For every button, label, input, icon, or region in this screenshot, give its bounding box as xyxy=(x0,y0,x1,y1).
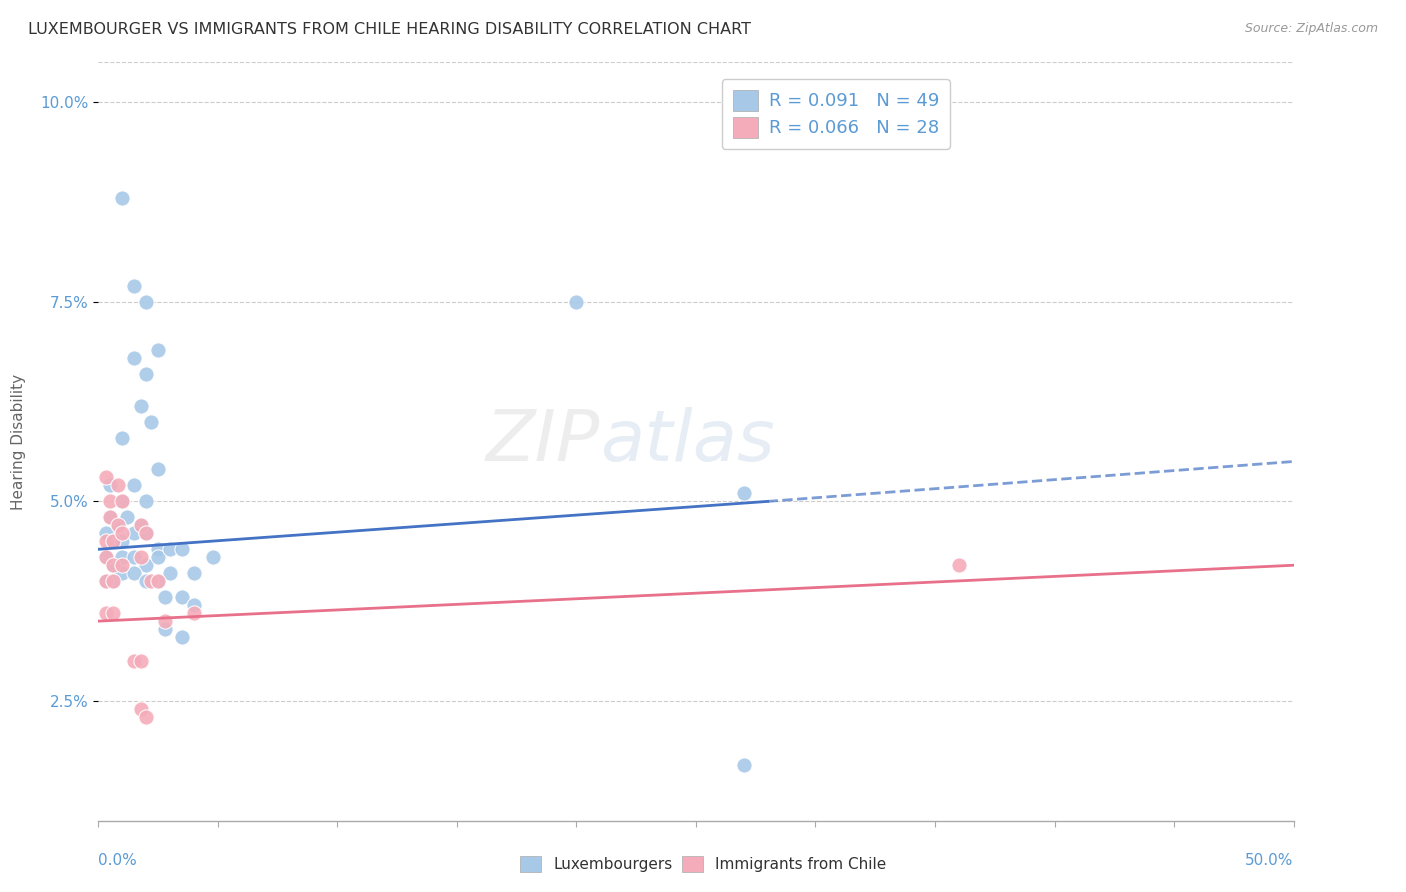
Point xyxy=(172,590,194,604)
Point xyxy=(101,558,124,573)
Point xyxy=(135,574,157,589)
Point xyxy=(172,630,194,644)
Point xyxy=(98,510,122,524)
Point xyxy=(139,415,162,429)
Point xyxy=(131,550,153,565)
Point xyxy=(111,558,134,573)
Point xyxy=(101,606,124,620)
Point xyxy=(155,622,177,636)
Point xyxy=(94,526,117,541)
Point xyxy=(155,590,177,604)
Point xyxy=(148,343,170,357)
Point xyxy=(107,518,129,533)
Text: LUXEMBOURGER VS IMMIGRANTS FROM CHILE HEARING DISABILITY CORRELATION CHART: LUXEMBOURGER VS IMMIGRANTS FROM CHILE HE… xyxy=(28,22,751,37)
Point xyxy=(159,566,181,581)
Point xyxy=(101,558,124,573)
Point xyxy=(135,294,157,309)
Point xyxy=(124,526,146,541)
Point xyxy=(733,757,755,772)
Point xyxy=(131,702,153,716)
Point xyxy=(94,470,117,484)
Point xyxy=(135,367,157,381)
Point xyxy=(183,566,205,581)
Text: ZIP: ZIP xyxy=(486,407,600,476)
Point xyxy=(101,574,124,589)
Point xyxy=(135,710,157,724)
Point xyxy=(111,191,134,205)
Point xyxy=(94,550,117,565)
Point xyxy=(111,534,134,549)
Point xyxy=(131,518,153,533)
Text: 0.0%: 0.0% xyxy=(98,853,138,868)
Point xyxy=(94,606,117,620)
Point xyxy=(101,574,124,589)
Point xyxy=(148,574,170,589)
Point xyxy=(124,279,146,293)
Point xyxy=(101,534,124,549)
Point xyxy=(124,550,146,565)
Point xyxy=(111,566,134,581)
Point xyxy=(159,542,181,557)
Point xyxy=(111,526,134,541)
Text: 50.0%: 50.0% xyxy=(1246,853,1294,868)
Point xyxy=(107,478,129,492)
Point xyxy=(135,526,157,541)
Point xyxy=(135,494,157,508)
Point xyxy=(94,574,117,589)
Point xyxy=(94,534,117,549)
Point xyxy=(98,478,122,492)
Point xyxy=(148,542,170,557)
Point xyxy=(124,351,146,365)
Point xyxy=(111,431,134,445)
Point xyxy=(94,574,117,589)
Point xyxy=(135,558,157,573)
Point xyxy=(124,654,146,668)
Point xyxy=(565,294,588,309)
Point xyxy=(135,526,157,541)
Point xyxy=(98,494,122,508)
Point xyxy=(183,606,205,620)
Y-axis label: Hearing Disability: Hearing Disability xyxy=(11,374,27,509)
Point xyxy=(155,614,177,628)
Point xyxy=(139,574,162,589)
Point xyxy=(107,518,129,533)
Point xyxy=(94,550,117,565)
Point xyxy=(148,550,170,565)
Point xyxy=(148,462,170,476)
Point xyxy=(183,598,205,612)
Point xyxy=(172,542,194,557)
Point xyxy=(202,550,225,565)
Point xyxy=(131,518,153,533)
Point xyxy=(948,558,970,573)
Point xyxy=(131,399,153,413)
Text: atlas: atlas xyxy=(600,407,775,476)
Legend: R = 0.091   N = 49, R = 0.066   N = 28: R = 0.091 N = 49, R = 0.066 N = 28 xyxy=(721,79,950,149)
Point xyxy=(101,534,124,549)
Point xyxy=(148,574,170,589)
Point xyxy=(124,566,146,581)
Point xyxy=(111,494,134,508)
Point xyxy=(111,494,134,508)
Point xyxy=(124,478,146,492)
Point xyxy=(131,654,153,668)
Point xyxy=(111,550,134,565)
Point xyxy=(115,510,138,524)
Text: Source: ZipAtlas.com: Source: ZipAtlas.com xyxy=(1244,22,1378,36)
Point xyxy=(98,510,122,524)
Legend: Luxembourgers, Immigrants from Chile: Luxembourgers, Immigrants from Chile xyxy=(512,848,894,880)
Point xyxy=(733,486,755,500)
